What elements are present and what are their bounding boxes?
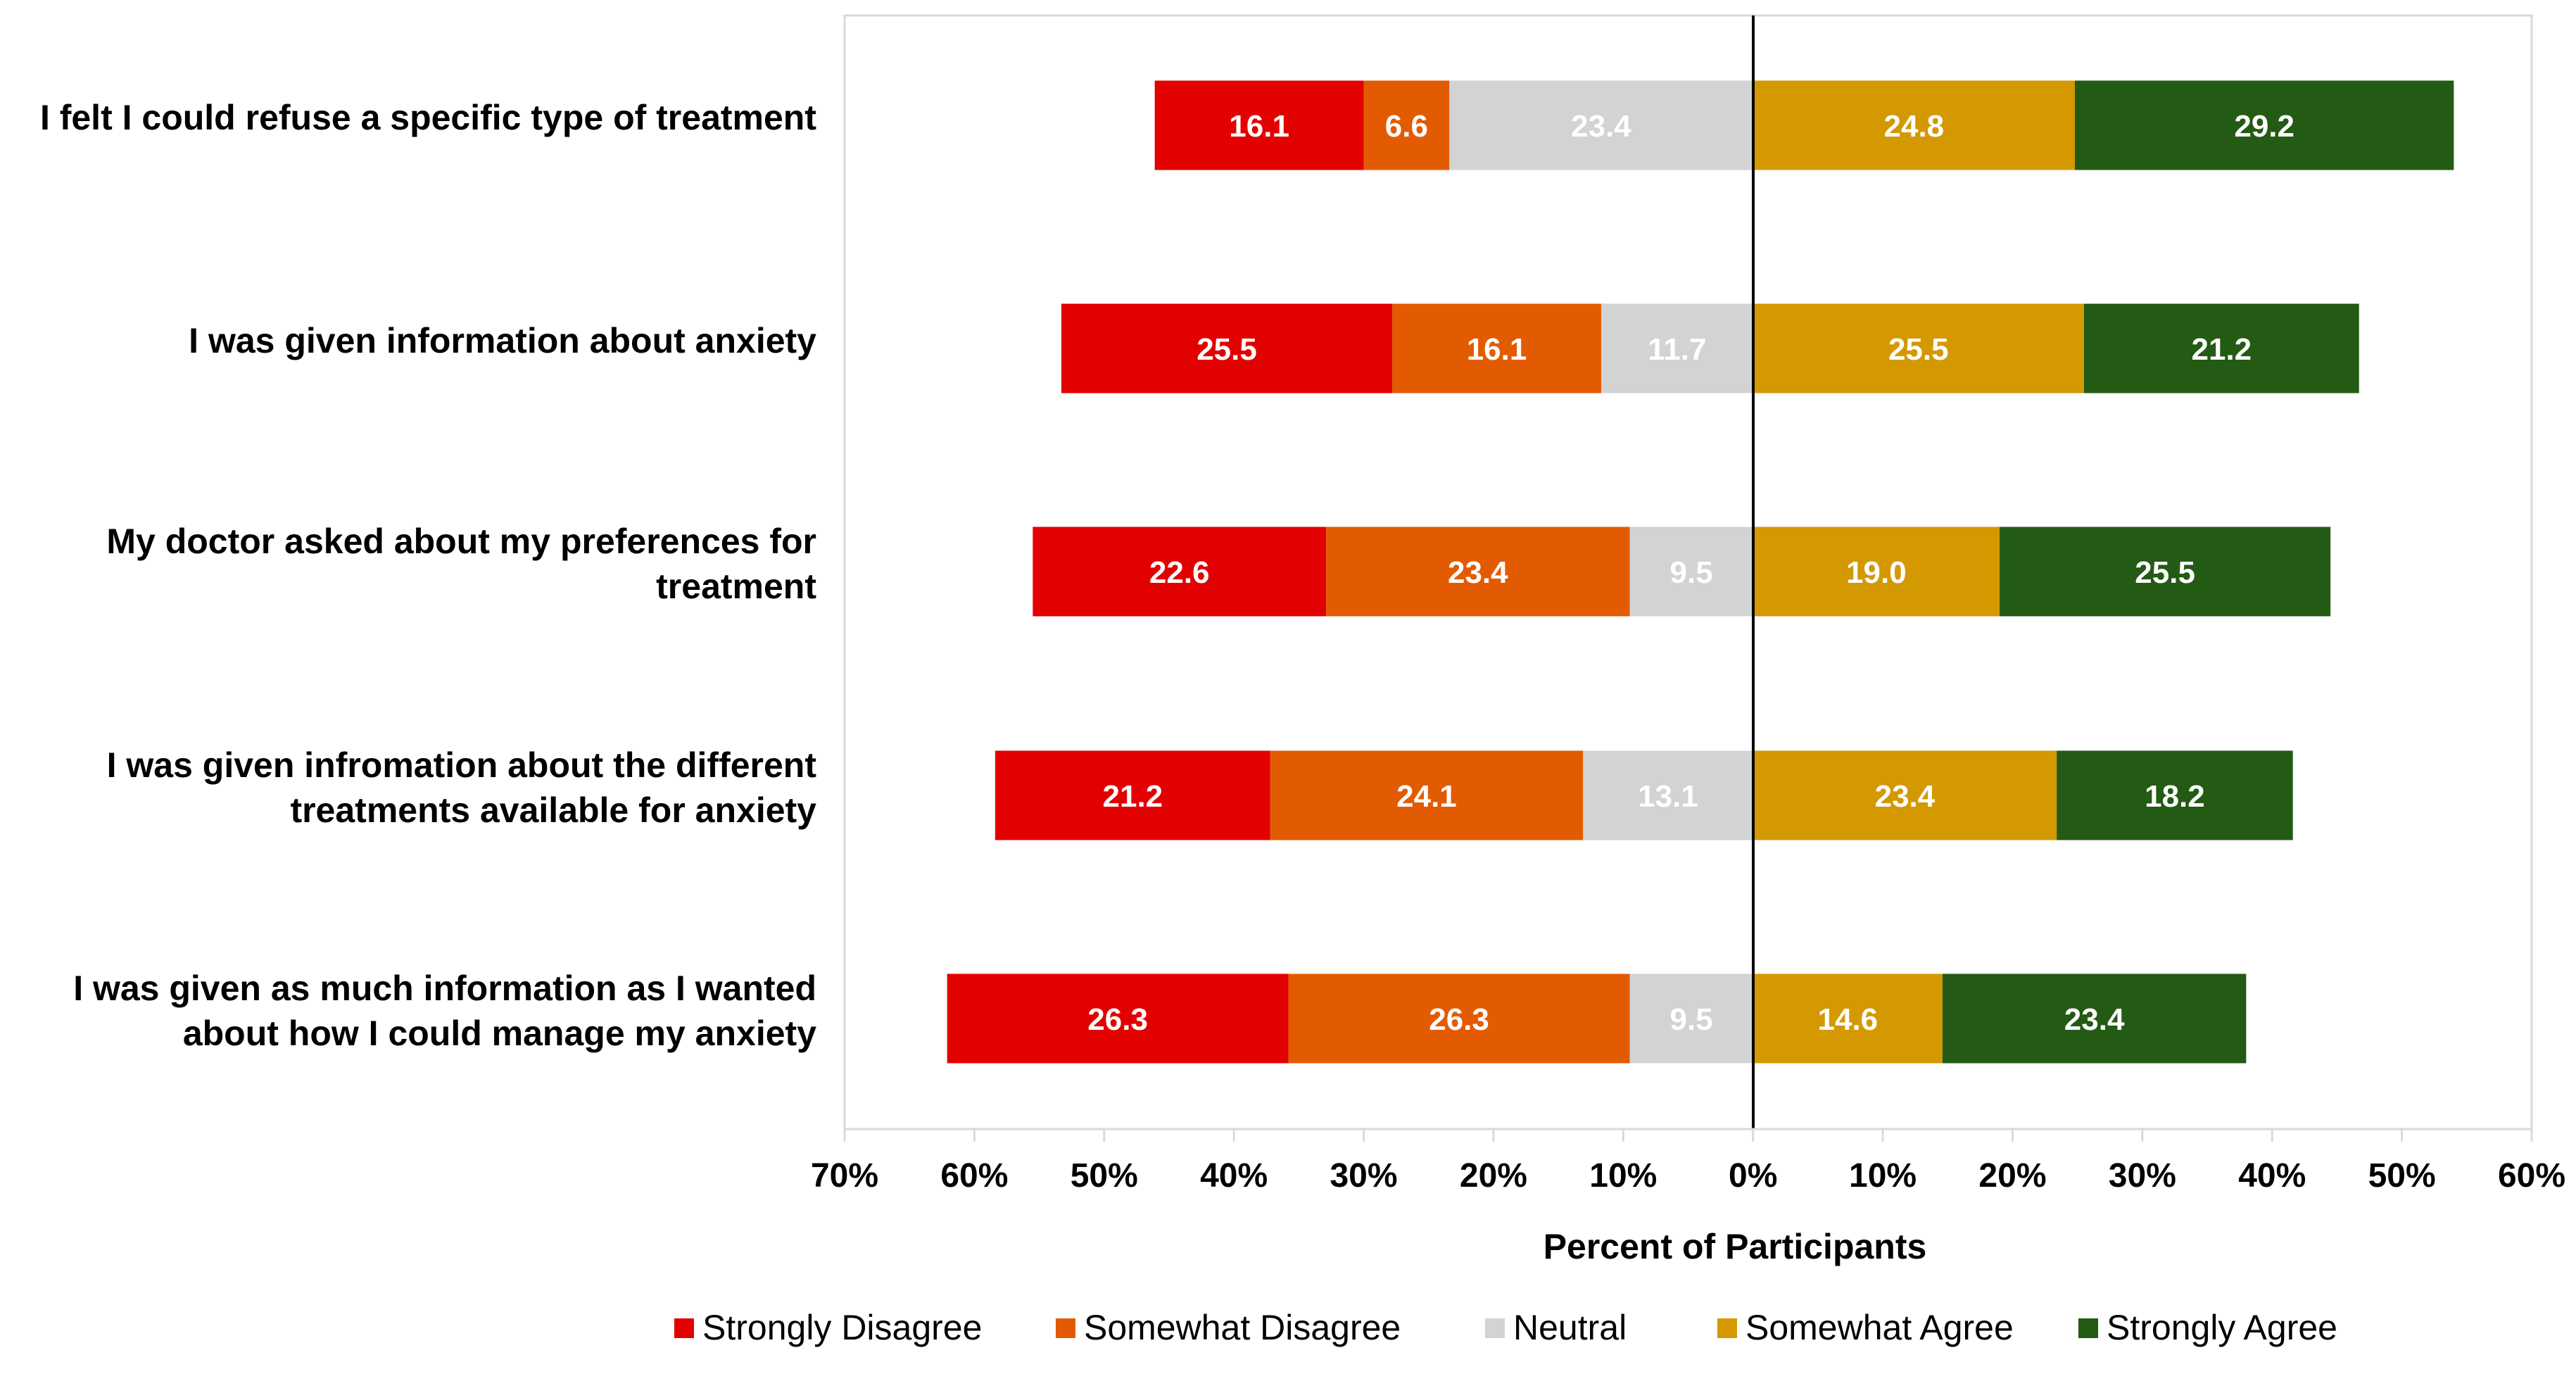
legend-swatch-somewhat-disagree	[1056, 1318, 1075, 1338]
data-label: 13.1	[1638, 779, 1698, 814]
legend-swatch-somewhat-agree	[1717, 1318, 1737, 1338]
data-label: 9.5	[1670, 1002, 1713, 1037]
data-label: 22.6	[1149, 555, 1210, 590]
data-label: 23.4	[1875, 779, 1936, 814]
x-tick-label: 10%	[1589, 1157, 1657, 1195]
bar-somewhat-agree-row-5	[1753, 973, 1943, 1064]
legend-label: Strongly Disagree	[702, 1308, 982, 1347]
legend: Strongly Disagree Somewhat Disagree Neutra…	[674, 1308, 2337, 1347]
data-label: 23.4	[1571, 109, 1631, 144]
x-tick-label: 50%	[2368, 1157, 2436, 1195]
legend-label: Neutral	[1513, 1308, 1627, 1347]
bar-neutral-row-5	[1629, 973, 1753, 1064]
data-label: 23.4	[2064, 1002, 2125, 1037]
x-tick-label: 20%	[1978, 1157, 2046, 1195]
bar-strongly-agree-row-5	[1942, 973, 2247, 1064]
category-label: I was given information about anxiety	[189, 321, 816, 360]
category-label: I was given as much information as I wan…	[73, 969, 816, 1008]
data-label: 25.5	[1888, 332, 1949, 367]
bar-neutral-row-3	[1629, 527, 1753, 617]
x-tick-label: 60%	[2498, 1157, 2565, 1195]
data-label: 26.3	[1429, 1002, 1489, 1037]
x-tick-label: 60%	[940, 1157, 1008, 1195]
data-label: 9.5	[1670, 555, 1713, 590]
bar-somewhat-disagree-row-1	[1363, 80, 1450, 170]
data-label: 14.6	[1817, 1002, 1878, 1037]
legend-label: Strongly Agree	[2107, 1308, 2337, 1347]
x-tick-label: 20%	[1460, 1157, 1527, 1195]
x-tick-label: 70%	[811, 1157, 878, 1195]
data-label: 6.6	[1385, 109, 1428, 144]
legend-label: Somewhat Disagree	[1084, 1308, 1401, 1347]
data-label: 26.3	[1087, 1002, 1148, 1037]
bar-strongly-disagree-row-5	[947, 973, 1289, 1064]
bar-neutral-row-1	[1449, 80, 1753, 170]
bar-strongly-agree-row-2	[2083, 303, 2359, 393]
legend-swatch-strongly-disagree	[674, 1318, 694, 1338]
x-axis: 70% 60% 50% 40% 30% 20% 10% 0% 10% 20% 30% 40% 50% 60…	[811, 1128, 2565, 1195]
bar-strongly-disagree-row-3	[1033, 527, 1327, 617]
bar-strongly-disagree-row-4	[995, 750, 1270, 840]
x-tick-label: 0%	[1729, 1157, 1777, 1195]
data-label: 24.8	[1884, 109, 1945, 144]
data-label: 18.2	[2145, 779, 2205, 814]
data-labels-layer: 23.4 6.6 16.1 24.8 29.2 11.7 16.1 25.5 25.5 21.2 9…	[1087, 109, 2294, 1037]
data-label: 29.2	[2234, 109, 2294, 144]
x-tick-label: 30%	[1330, 1157, 1397, 1195]
bar-strongly-disagree-row-1	[1154, 80, 1364, 170]
data-label: 25.5	[2135, 555, 2195, 590]
data-label: 16.1	[1467, 332, 1527, 367]
bar-somewhat-agree-row-3	[1753, 527, 2000, 617]
data-label: 19.0	[1846, 555, 1907, 590]
bar-somewhat-disagree-row-2	[1392, 303, 1601, 393]
data-label: 11.7	[1648, 332, 1706, 367]
data-label: 16.1	[1229, 109, 1289, 144]
bar-strongly-disagree-row-2	[1061, 303, 1393, 393]
bars-layer	[947, 80, 2454, 1064]
data-label: 24.1	[1396, 779, 1457, 814]
bar-somewhat-disagree-row-3	[1326, 527, 1630, 617]
bar-neutral-row-4	[1583, 750, 1753, 840]
x-tick-label: 50%	[1071, 1157, 1138, 1195]
bar-strongly-agree-row-1	[2074, 80, 2454, 170]
category-label: I felt I could refuse a specific type of…	[40, 98, 816, 137]
category-label: I was given infromation about the differ…	[107, 745, 817, 785]
x-tick-label: 10%	[1849, 1157, 1917, 1195]
bar-somewhat-agree-row-1	[1753, 80, 2075, 170]
legend-swatch-strongly-agree	[2078, 1318, 2098, 1338]
x-axis-title: Percent of Participants	[1543, 1227, 1927, 1266]
data-label: 23.4	[1448, 555, 1508, 590]
category-label: My doctor asked about my preferences for	[106, 522, 816, 561]
bar-somewhat-disagree-row-4	[1270, 750, 1584, 840]
category-label: treatment	[656, 567, 816, 606]
x-tick-label: 40%	[1200, 1157, 1268, 1195]
legend-label: Somewhat Agree	[1745, 1308, 2014, 1347]
x-tick-label: 40%	[2238, 1157, 2306, 1195]
category-labels: I felt I could refuse a specific type of…	[40, 98, 816, 1053]
bar-strongly-agree-row-3	[2000, 527, 2331, 617]
category-label: treatments available for anxiety	[290, 790, 816, 830]
bar-somewhat-disagree-row-5	[1288, 973, 1630, 1064]
bar-somewhat-agree-row-4	[1753, 750, 2057, 840]
data-label: 21.2	[1103, 779, 1163, 814]
bar-somewhat-agree-row-2	[1753, 303, 2084, 393]
data-label: 25.5	[1197, 332, 1257, 367]
category-label: about how I could manage my anxiety	[183, 1014, 816, 1053]
legend-swatch-neutral	[1485, 1318, 1505, 1338]
data-label: 21.2	[2192, 332, 2252, 367]
bar-neutral-row-2	[1600, 303, 1753, 393]
bar-strongly-agree-row-4	[2057, 750, 2293, 840]
x-tick-label: 30%	[2109, 1157, 2176, 1195]
